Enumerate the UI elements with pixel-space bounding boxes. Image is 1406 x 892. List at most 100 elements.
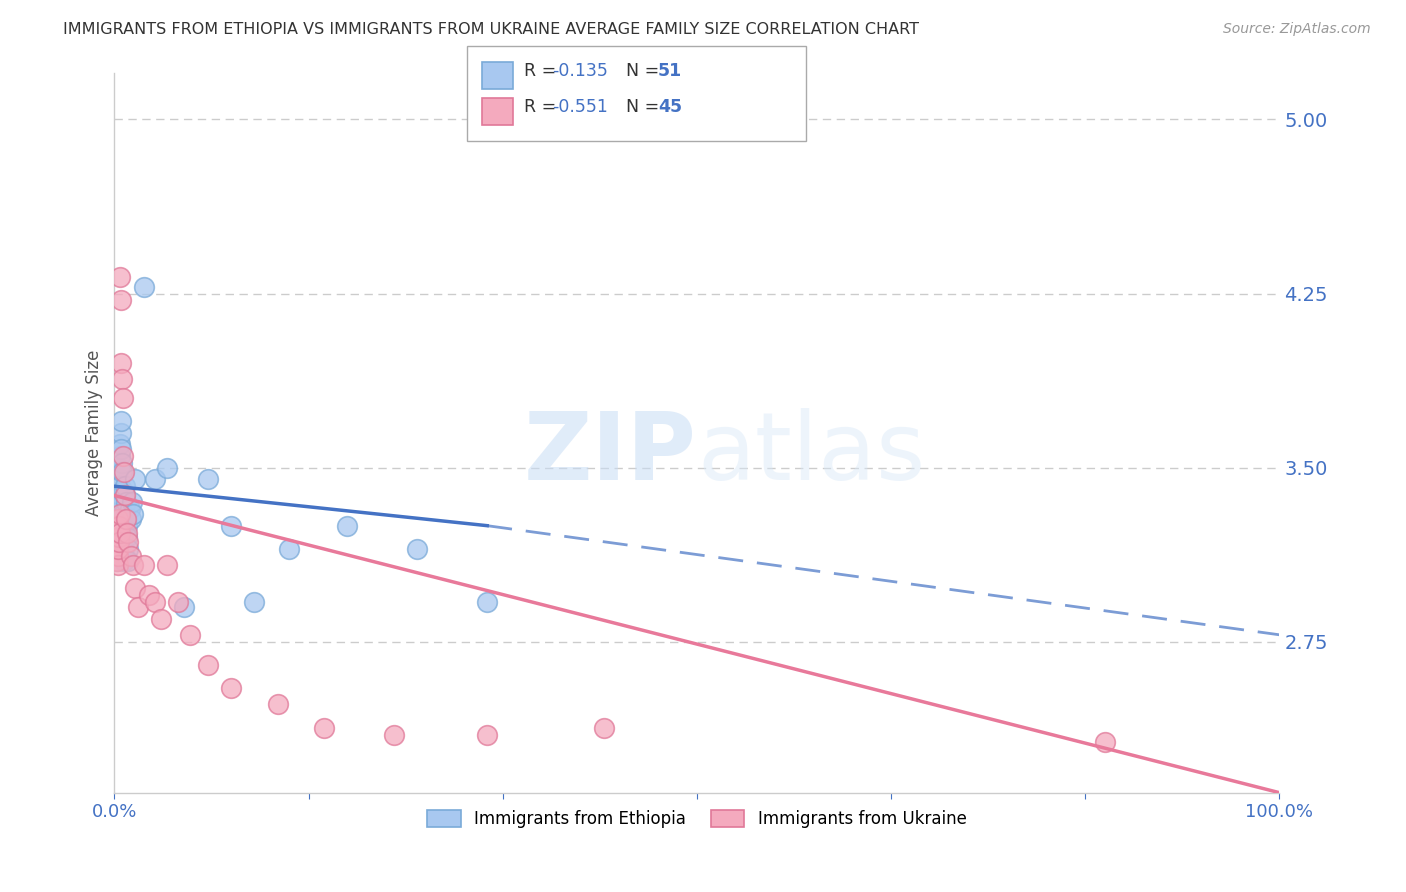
Point bbox=[124, 582, 146, 596]
Point bbox=[105, 507, 128, 521]
Point bbox=[108, 472, 131, 486]
Point bbox=[105, 518, 128, 533]
Point bbox=[108, 483, 131, 498]
Point bbox=[197, 657, 219, 672]
Point bbox=[111, 483, 134, 498]
Point bbox=[112, 518, 135, 533]
Point bbox=[112, 553, 135, 567]
Point bbox=[107, 535, 129, 549]
Text: 45: 45 bbox=[658, 98, 682, 116]
Point bbox=[138, 588, 160, 602]
Point bbox=[111, 372, 134, 386]
Point bbox=[173, 599, 195, 614]
Point bbox=[127, 599, 149, 614]
Point bbox=[111, 495, 134, 509]
Point bbox=[132, 279, 155, 293]
Point bbox=[108, 525, 131, 540]
Point bbox=[117, 553, 139, 567]
Point bbox=[110, 293, 132, 308]
Text: R =: R = bbox=[524, 98, 562, 116]
Point bbox=[132, 558, 155, 573]
Point bbox=[107, 512, 129, 526]
Point bbox=[115, 525, 138, 540]
Point bbox=[110, 356, 132, 370]
Text: Source: ZipAtlas.com: Source: ZipAtlas.com bbox=[1223, 22, 1371, 37]
Point bbox=[336, 518, 359, 533]
Point bbox=[143, 472, 166, 486]
Point bbox=[105, 553, 128, 567]
Point bbox=[112, 465, 135, 479]
Point bbox=[1094, 734, 1116, 748]
Point bbox=[111, 391, 134, 405]
Point bbox=[105, 530, 128, 544]
Point bbox=[111, 456, 134, 470]
Point bbox=[477, 595, 499, 609]
Point bbox=[114, 479, 136, 493]
Point bbox=[143, 595, 166, 609]
Point bbox=[108, 530, 131, 544]
Point bbox=[592, 721, 614, 735]
Point bbox=[107, 495, 129, 509]
Text: IMMIGRANTS FROM ETHIOPIA VS IMMIGRANTS FROM UKRAINE AVERAGE FAMILY SIZE CORRELAT: IMMIGRANTS FROM ETHIOPIA VS IMMIGRANTS F… bbox=[63, 22, 920, 37]
Point bbox=[179, 628, 201, 642]
Point bbox=[105, 541, 128, 556]
Point bbox=[108, 518, 131, 533]
Point bbox=[112, 541, 135, 556]
Point bbox=[105, 553, 128, 567]
Point bbox=[110, 442, 132, 456]
Point bbox=[108, 507, 131, 521]
Point bbox=[105, 535, 128, 549]
Point bbox=[121, 495, 143, 509]
Text: -0.135: -0.135 bbox=[553, 62, 609, 80]
Point bbox=[107, 558, 129, 573]
Point bbox=[114, 488, 136, 502]
Point bbox=[197, 472, 219, 486]
Point bbox=[150, 611, 173, 625]
Point bbox=[118, 502, 141, 516]
Point bbox=[382, 728, 405, 742]
Point bbox=[115, 518, 138, 533]
Point bbox=[117, 541, 139, 556]
Text: atlas: atlas bbox=[697, 409, 925, 500]
Point bbox=[105, 541, 128, 556]
Point bbox=[243, 595, 266, 609]
Point bbox=[107, 525, 129, 540]
Point bbox=[108, 535, 131, 549]
Text: R =: R = bbox=[524, 62, 562, 80]
Point bbox=[156, 558, 179, 573]
Point bbox=[112, 530, 135, 544]
Point bbox=[107, 512, 129, 526]
Point bbox=[107, 541, 129, 556]
Point bbox=[110, 270, 132, 285]
Point bbox=[156, 460, 179, 475]
Point bbox=[107, 549, 129, 563]
Point bbox=[108, 479, 131, 493]
Text: ZIP: ZIP bbox=[524, 409, 697, 500]
Point bbox=[117, 535, 139, 549]
Point bbox=[110, 437, 132, 451]
Text: N =: N = bbox=[626, 62, 665, 80]
Point bbox=[122, 558, 145, 573]
Point bbox=[477, 728, 499, 742]
Y-axis label: Average Family Size: Average Family Size bbox=[86, 350, 103, 516]
Point bbox=[105, 518, 128, 533]
Point bbox=[219, 681, 242, 696]
Point bbox=[120, 549, 142, 563]
Point bbox=[110, 425, 132, 440]
Legend: Immigrants from Ethiopia, Immigrants from Ukraine: Immigrants from Ethiopia, Immigrants fro… bbox=[420, 803, 973, 835]
Point bbox=[114, 488, 136, 502]
Point bbox=[124, 472, 146, 486]
Point bbox=[108, 460, 131, 475]
Text: -0.551: -0.551 bbox=[553, 98, 609, 116]
Point bbox=[115, 495, 138, 509]
Point bbox=[110, 488, 132, 502]
Point bbox=[122, 507, 145, 521]
Point bbox=[406, 541, 429, 556]
Point bbox=[314, 721, 336, 735]
Point bbox=[111, 507, 134, 521]
Point bbox=[278, 541, 301, 556]
Point bbox=[112, 449, 135, 463]
Text: 51: 51 bbox=[658, 62, 682, 80]
Point bbox=[104, 530, 127, 544]
Point bbox=[115, 530, 138, 544]
